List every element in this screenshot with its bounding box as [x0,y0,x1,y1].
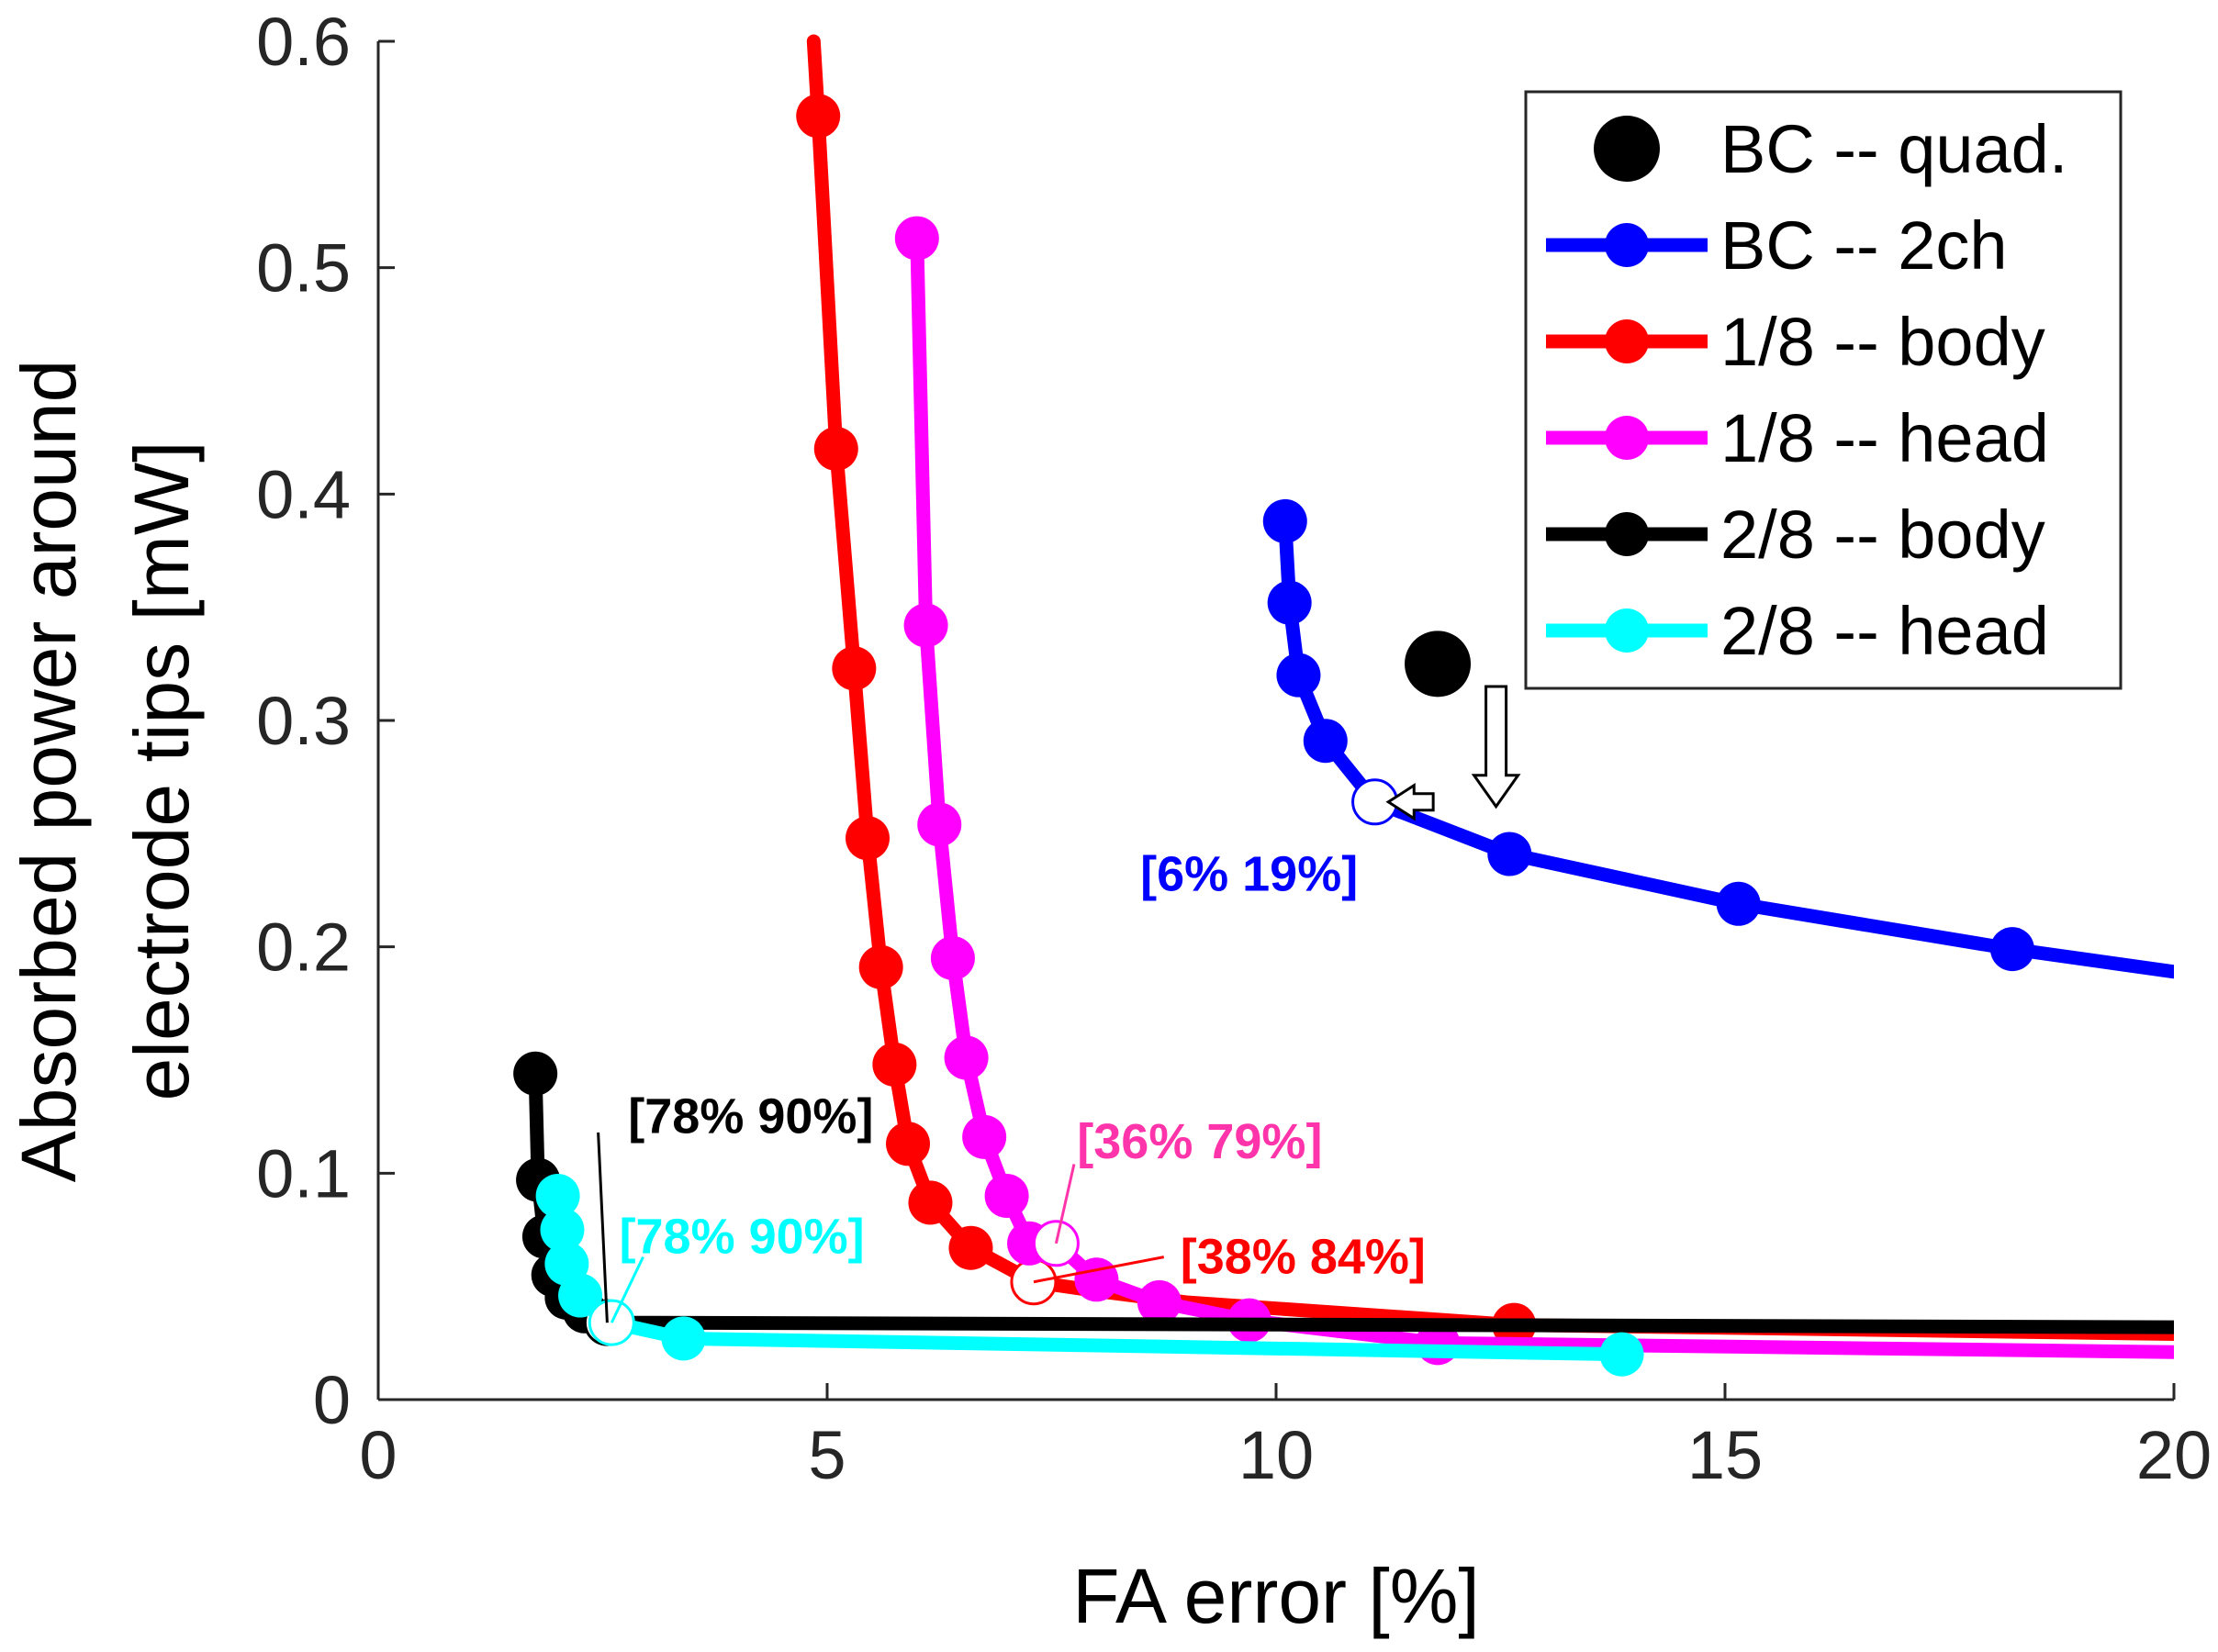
legend-entry: 1/8 -- body [1546,304,2045,380]
data-point [948,1225,993,1270]
data-point [1487,832,1532,876]
legend: BC -- quad. BC -- 2ch 1/8 -- body 1/8 -- he… [1524,90,2123,690]
legend-entry: 1/8 -- head [1546,400,2049,476]
data-point [908,1180,953,1225]
y-tick-label: 0.3 [256,683,351,759]
legend-marker [1605,608,1649,653]
tick-layer: 0 5 10 15 20 0 0.1 0.2 0.3 0.4 0.5 0.6 [256,4,2212,1493]
y-tick-label: 0 [313,1362,351,1438]
data-point [661,1316,706,1361]
data-point [513,1051,558,1096]
data-point [540,1208,585,1252]
x-tick-label: 5 [808,1417,846,1493]
legend-marker [1605,319,1649,363]
data-point [1405,631,1472,698]
y-tick-label: 0.2 [256,910,351,986]
y-tick-label: 0.5 [256,230,351,307]
series-1-8-head [894,216,2174,1366]
legend-box [1524,90,2123,690]
y-axis-label-line-1: Absorbed power around [6,360,92,1183]
data-point [832,646,877,691]
x-axis-label: FA error [%] [1072,1553,1479,1639]
annotation-leader [1054,1164,1076,1245]
x-tick-label: 0 [359,1417,397,1493]
legend-entry: 2/8 -- body [1546,497,2045,573]
data-point [894,216,939,261]
annotation-label: [78% 90%] [628,1089,873,1144]
legend-entry: BC -- quad. [1594,111,2067,187]
legend-entry: 2/8 -- head [1546,593,2049,669]
data-point [930,936,975,980]
data-point [535,1174,580,1218]
data-point [886,1122,931,1166]
legend-label: BC -- 2ch [1720,207,2008,284]
data-point [796,94,841,139]
data-point [984,1174,1029,1218]
data-point [813,427,858,471]
x-tick-label: 20 [2136,1417,2212,1493]
legend-entry: BC -- 2ch [1546,207,2008,284]
annotation-layer: [6% 19%] [78% 90%] [78% 90%] [36% 79%] [38% … [597,685,1521,1323]
callout-arrow-left [1385,783,1435,821]
series-2-8-head [535,1174,1644,1377]
data-point [1262,498,1307,543]
data-point [1989,927,2034,972]
annotation-label: [38% 84%] [1181,1230,1426,1285]
x-tick-label: 10 [1238,1417,1314,1493]
annotation-leader [597,1132,609,1323]
legend-marker [1605,512,1649,556]
annotation-label: [6% 19%] [1140,847,1358,902]
y-tick-label: 0.6 [256,4,351,80]
y-tick-label: 0.4 [256,456,351,532]
y-tick-label: 0.1 [256,1135,351,1211]
legend-label: BC -- quad. [1720,111,2067,187]
legend-label: 2/8 -- body [1720,497,2045,573]
data-point [1276,653,1321,698]
data-point [903,603,948,648]
data-point [1716,881,1761,926]
series-layer [513,34,2174,1377]
annotation-leader [610,1256,644,1323]
legend-label: 1/8 -- body [1720,304,2045,380]
x-tick-label: 15 [1687,1417,1763,1493]
data-point [1074,1257,1119,1302]
annotation-label: [36% 79%] [1077,1114,1322,1169]
data-point [858,944,903,989]
series-bc-2ch [1262,498,2174,979]
data-point [917,802,962,847]
data-point [872,1042,917,1087]
legend-marker [1605,223,1649,267]
data-point [558,1273,603,1318]
data-point [1267,580,1312,625]
callout-arrow-down [1471,685,1521,809]
legend-label: 2/8 -- head [1720,593,2049,669]
y-axis-label-line-2: electrode tips [mW] [118,441,205,1101]
data-point [1137,1279,1182,1324]
annotation-label: [78% 90%] [620,1209,865,1264]
legend-marker [1605,416,1649,460]
data-point [1303,719,1348,764]
legend-label: 1/8 -- head [1720,400,2049,476]
data-point [846,816,891,861]
annotation-leader [1033,1256,1165,1284]
data-point [944,1035,989,1080]
data-point [962,1114,1007,1159]
legend-marker [1594,116,1660,182]
data-point [1599,1332,1644,1377]
series-bc-quad- [1405,631,1472,698]
